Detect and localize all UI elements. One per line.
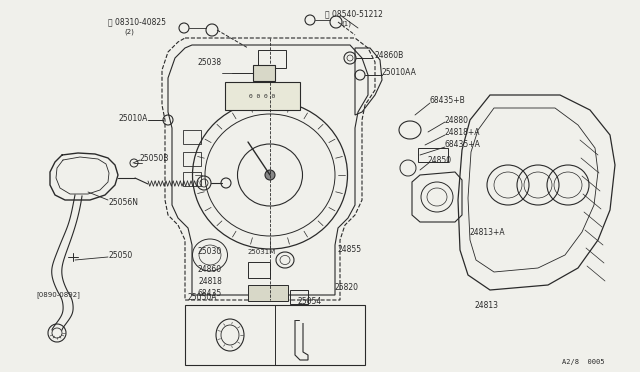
Bar [290, 290, 308, 304]
Text: 68435+B: 68435+B [430, 96, 466, 105]
Text: 24813: 24813 [475, 301, 499, 310]
Text: A2/8  0005: A2/8 0005 [563, 359, 605, 365]
Bar [183, 172, 201, 186]
Text: (2): (2) [124, 29, 134, 35]
Text: 68435: 68435 [198, 289, 222, 298]
Bar [248, 285, 288, 301]
Bar [253, 65, 275, 81]
Bar [248, 262, 270, 278]
Text: 25050B: 25050B [140, 154, 170, 163]
Text: 24850: 24850 [428, 155, 452, 164]
Text: 24880: 24880 [445, 115, 469, 125]
Text: 25056N: 25056N [108, 198, 138, 206]
Bar [225, 82, 300, 110]
Text: 25820: 25820 [335, 283, 359, 292]
Bar [183, 152, 201, 166]
Text: 24813+A: 24813+A [470, 228, 506, 237]
Text: Ⓢ 08310-40825: Ⓢ 08310-40825 [108, 17, 166, 26]
Text: 0 0 0 0: 0 0 0 0 [249, 93, 275, 99]
Bar [418, 148, 448, 162]
Text: 25054: 25054 [298, 298, 323, 307]
Text: 25050: 25050 [108, 250, 132, 260]
Text: 25030: 25030 [198, 247, 222, 257]
Text: 25038: 25038 [198, 58, 222, 67]
Bar [183, 130, 201, 144]
Bar [185, 305, 365, 365]
Text: [0890-0892]: [0890-0892] [36, 292, 80, 298]
Text: 25050A: 25050A [188, 294, 218, 302]
Text: 68435+A: 68435+A [445, 140, 481, 148]
Text: 25031M: 25031M [248, 249, 276, 255]
Text: 25010A: 25010A [118, 113, 148, 122]
Text: 25010AA: 25010AA [382, 67, 417, 77]
Text: (1): (1) [341, 21, 351, 27]
Text: 24860: 24860 [198, 266, 222, 275]
Text: Ⓢ 08540-51212: Ⓢ 08540-51212 [325, 10, 383, 19]
Circle shape [265, 170, 275, 180]
Bar [258, 50, 286, 68]
Text: 24818+A: 24818+A [445, 128, 481, 137]
Text: 24855: 24855 [338, 246, 362, 254]
Text: 24818: 24818 [198, 278, 222, 286]
Text: 24860B: 24860B [375, 51, 404, 60]
